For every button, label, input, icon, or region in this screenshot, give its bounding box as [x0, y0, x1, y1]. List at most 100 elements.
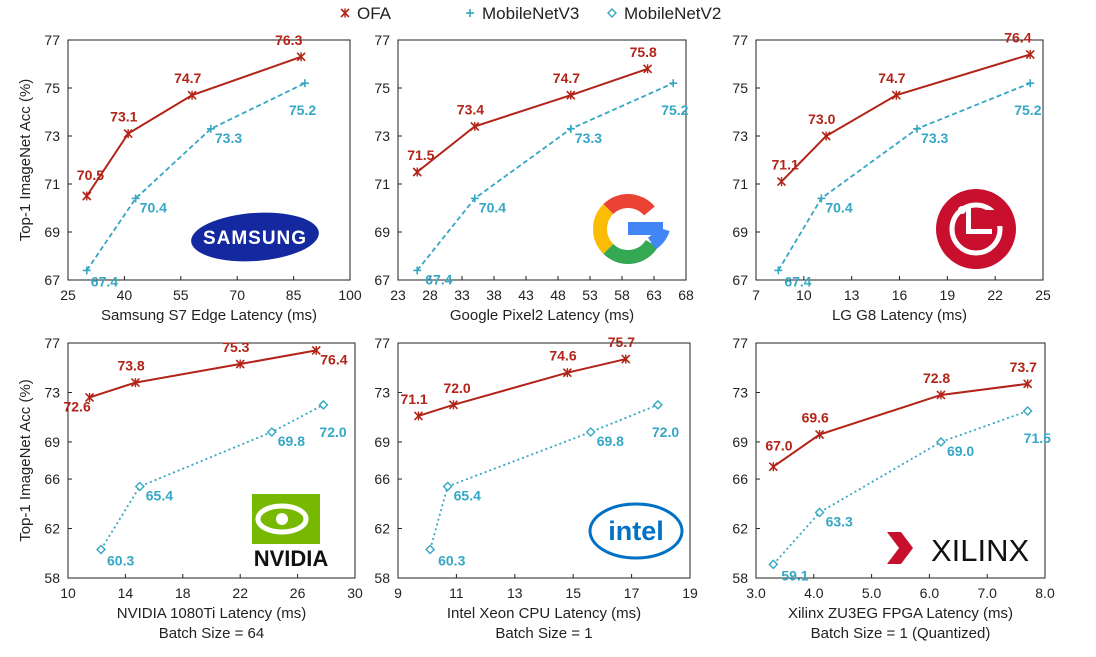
lg-logo-l-stem — [966, 206, 971, 234]
data-label: 65.4 — [454, 487, 481, 503]
x-axis-label: Xilinx ZU3EG FPGA Latency (ms) — [788, 605, 1013, 622]
ofa-marker — [448, 400, 459, 410]
series-ofa: 71.5 73.4 74.7 75.8 — [407, 44, 657, 177]
series-mobilenetv2: 60.3 65.4 69.8 72.0 — [425, 399, 679, 569]
data-label: 67.4 — [91, 273, 118, 289]
ofa-marker — [470, 121, 480, 131]
data-label: 75.8 — [630, 44, 657, 60]
ofa-marker — [1025, 49, 1035, 59]
data-label: 74.7 — [878, 70, 905, 86]
y-tick-label: 71 — [44, 176, 60, 192]
y-tick-label: 73 — [44, 128, 60, 144]
mbv3-marker — [131, 194, 140, 203]
google-logo-yellow-arc — [593, 204, 614, 254]
x-tick-label: 70 — [229, 287, 245, 303]
data-label: 71.1 — [772, 157, 799, 173]
ofa-marker — [562, 368, 572, 378]
mbv3-marker — [470, 194, 479, 203]
x-tick-label: 10 — [60, 585, 76, 601]
series-line — [100, 404, 324, 551]
y-tick-label: 75 — [732, 80, 748, 96]
y-tick-label: 58 — [44, 570, 60, 586]
lg-logo-dot — [958, 206, 966, 214]
y-tick-label: 69 — [732, 224, 748, 240]
logo-samsung: SAMSUNG — [191, 212, 319, 262]
data-label: 71.5 — [1024, 430, 1051, 446]
data-label: 67.4 — [425, 271, 452, 287]
mbv3-marker — [413, 266, 422, 275]
ofa-marker — [936, 390, 946, 400]
x-tick-label: 7.0 — [977, 585, 997, 601]
mbv2-marker — [425, 544, 436, 555]
x-tick-label: 22 — [987, 287, 1003, 303]
data-label: 70.4 — [479, 199, 506, 215]
data-label: 74.6 — [549, 348, 576, 364]
mbv2-marker — [585, 427, 596, 438]
x-tick-label: 25 — [1035, 287, 1051, 303]
y-tick-label: 58 — [374, 570, 390, 586]
data-label: 69.0 — [947, 443, 974, 459]
legend-label-mobilenetv3: MobileNetV3 — [482, 4, 579, 23]
mbv3-marker — [1026, 79, 1035, 88]
data-label: 73.7 — [1010, 359, 1037, 375]
series-mobilenetv2: 59.1 63.3 69.0 71.5 — [768, 406, 1051, 583]
y-tick-label: 77 — [44, 32, 60, 48]
data-label: 72.0 — [319, 424, 346, 440]
x-tick-label: 5.0 — [862, 585, 882, 601]
mbv2-marker — [96, 544, 106, 555]
chart-panel-4: 58 62 66 69 73 77 10 14 18 22 26 30 NVIDIA 1080Ti La… — [17, 335, 363, 642]
google-logo-blue-bar — [628, 222, 663, 235]
x-tick-label: 28 — [422, 287, 438, 303]
nvidia-logo-text: NVIDIA — [254, 546, 329, 571]
x-tick-label: 68 — [678, 287, 694, 303]
x-tick-label: 30 — [347, 585, 363, 601]
mbv2-marker — [607, 8, 617, 18]
ofa-marker — [123, 129, 133, 139]
intel-logo-ellipse — [588, 502, 684, 560]
ofa-marker — [815, 429, 825, 440]
ofa-marker — [621, 354, 631, 364]
x-tick-label: 38 — [486, 287, 502, 303]
data-label: 74.7 — [553, 70, 580, 86]
google-logo-red-arc — [603, 194, 655, 216]
data-label: 73.3 — [921, 130, 948, 146]
y-tick-label: 66 — [44, 471, 60, 487]
mbv2-marker — [318, 399, 329, 410]
x-tick-label: 43 — [518, 287, 534, 303]
mbv2-marker — [814, 507, 825, 518]
lg-logo-ring-gap — [984, 210, 1006, 226]
x-tick-label: 19 — [940, 287, 956, 303]
x-tick-label: 13 — [507, 585, 523, 601]
series-line — [86, 82, 306, 271]
logo-intel: intel — [588, 502, 684, 560]
mbv3-marker — [82, 266, 91, 275]
mbv3-marker — [913, 124, 922, 133]
y-tick-label: 67 — [732, 272, 748, 288]
y-axis-label: Top-1 ImageNet Acc (%) — [17, 379, 34, 542]
ofa-marker — [1023, 379, 1033, 389]
data-label: 73.3 — [215, 130, 242, 146]
y-tick-label: 69 — [732, 434, 748, 450]
series-mobilenetv3: 67.4 70.4 73.3 75.2 — [413, 79, 689, 287]
mbv3-marker — [566, 124, 575, 133]
y-tick-label: 75 — [44, 80, 60, 96]
data-label: 76.3 — [275, 32, 302, 48]
y-tick-label: 62 — [374, 521, 390, 537]
nvidia-logo-pupil — [276, 513, 288, 525]
x-axis-label: Google Pixel2 Latency (ms) — [450, 307, 634, 324]
chart-panel-5: 58 62 66 69 73 77 9 11 13 15 17 19 Intel Xeon CPU La… — [374, 334, 698, 642]
data-label: 63.3 — [826, 513, 853, 529]
data-label: 75.3 — [222, 339, 249, 355]
x-tick-label: 3.0 — [746, 585, 766, 601]
series-line — [416, 67, 648, 173]
ofa-marker — [130, 378, 141, 388]
legend-label-mobilenetv2: MobileNetV2 — [624, 4, 721, 23]
x-tick-label: 13 — [844, 287, 860, 303]
series-ofa: 71.1 73.0 74.7 76.4 — [772, 29, 1035, 187]
data-label: 73.8 — [117, 358, 144, 374]
y-tick-label: 75 — [374, 80, 390, 96]
x-tick-label: 25 — [60, 287, 76, 303]
series-line — [772, 382, 1028, 468]
